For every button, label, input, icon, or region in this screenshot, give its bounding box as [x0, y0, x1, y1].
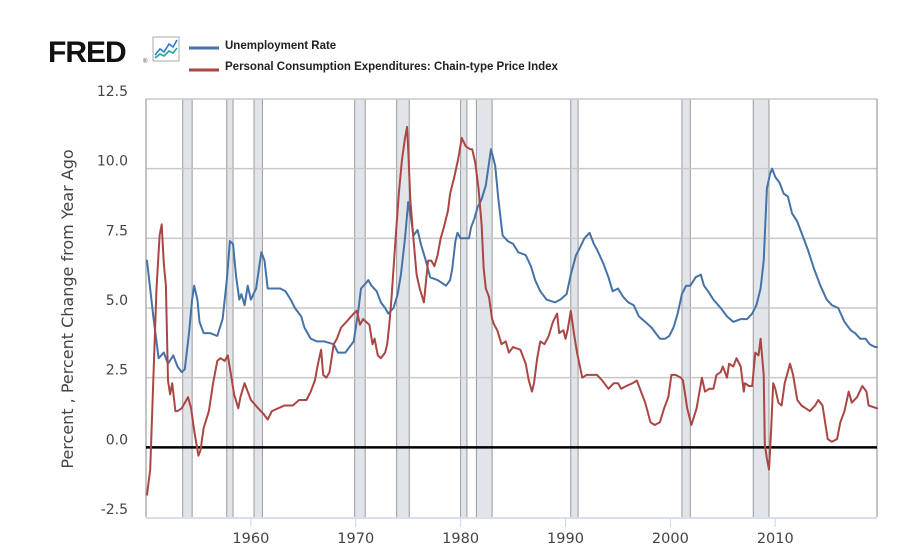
fred-logo: FRED ®: [48, 36, 180, 69]
series-line-pce-price-index[interactable]: [146, 125, 878, 496]
y-axis-title: Percent , Percent Change from Year Ago: [58, 149, 77, 468]
y-tick-label: 7.5: [106, 223, 128, 239]
legend-label-pce: Personal Consumption Expenditures: Chain…: [225, 61, 559, 73]
y-axis-ticks: 12.5 10.0 7.5 5.0 2.5 0.0 -2.5: [97, 84, 128, 518]
x-tick-label: 2010: [757, 531, 794, 547]
x-tick-label: 1960: [232, 531, 269, 547]
y-tick-label: -2.5: [101, 502, 128, 518]
legend-item-pce[interactable]: Personal Consumption Expenditures: Chain…: [189, 61, 559, 73]
gridlines: [145, 98, 878, 517]
x-tick-label: 1970: [337, 531, 374, 547]
y-tick-label: 2.5: [106, 363, 128, 379]
registered-mark: ®: [143, 58, 148, 65]
x-tick-label: 1980: [442, 531, 479, 547]
x-tick-label: 1990: [547, 531, 584, 547]
series-lines: [146, 125, 878, 496]
y-tick-label: 10.0: [97, 154, 128, 170]
x-axis-ticks: 1960 1970 1980 1990 2000 2010: [232, 518, 794, 547]
legend-label-unemployment: Unemployment Rate: [225, 40, 336, 52]
legend-item-unemployment[interactable]: Unemployment Rate: [189, 40, 336, 52]
y-tick-label: 5.0: [106, 293, 128, 309]
legend: Unemployment Rate Personal Consumption E…: [189, 40, 559, 73]
fred-logo-text: FRED: [48, 36, 126, 69]
y-tick-label: 12.5: [97, 84, 128, 100]
x-tick-label: 2000: [652, 531, 689, 547]
line-chart-icon: [152, 36, 180, 62]
y-tick-label: 0.0: [106, 432, 128, 448]
plot-area: 12.5 10.0 7.5 5.0 2.5 0.0 -2.5 1960 1970 1980 199…: [97, 84, 878, 547]
series-line-unemployment-rate[interactable]: [146, 148, 878, 374]
